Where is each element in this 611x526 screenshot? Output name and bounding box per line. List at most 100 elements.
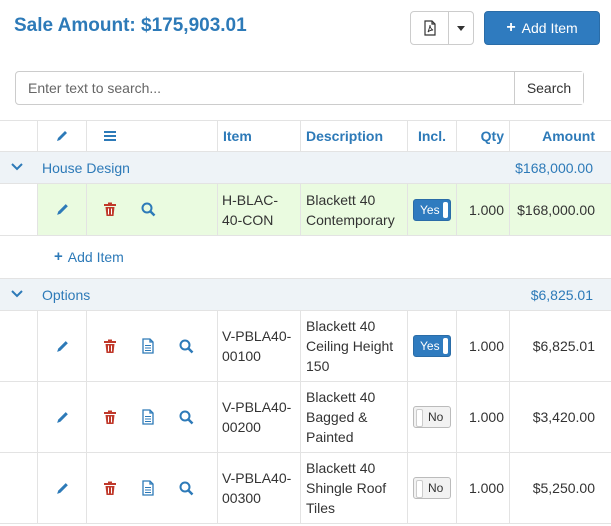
- edit-cell: [38, 184, 87, 235]
- description-cell: Blackett 40 Bagged & Painted: [301, 382, 408, 452]
- edit-pencil-icon[interactable]: [53, 408, 71, 426]
- item-code-line: V-PBLA40-: [222, 399, 292, 415]
- description-line: Blackett 40: [306, 191, 376, 208]
- group-amount: $168,000.00: [515, 160, 593, 176]
- amount-cell: $3,420.00: [532, 409, 595, 425]
- item-code-cell: V-PBLA40- 00300: [218, 453, 301, 523]
- magnifier-icon[interactable]: [139, 201, 157, 219]
- table-header-row: Item Description Incl. Qty Amount: [0, 120, 611, 152]
- pdf-export-button-group[interactable]: [410, 11, 474, 45]
- delete-trash-icon[interactable]: [101, 201, 119, 219]
- caret-down-icon: [457, 25, 465, 31]
- pdf-file-icon: [421, 19, 439, 37]
- description-cell: Blackett 40 Shingle Roof Tiles: [301, 453, 408, 523]
- incl-cell: Yes: [408, 311, 457, 381]
- group-row-options[interactable]: Options $6,825.01: [0, 279, 611, 311]
- description-line: Ceiling Height: [306, 338, 394, 354]
- group-name: House Design: [42, 160, 130, 176]
- menu-column-header: [87, 121, 218, 151]
- item-code-cell: V-PBLA40- 00100: [218, 311, 301, 381]
- magnifier-icon[interactable]: [177, 479, 195, 497]
- menu-lines-icon: [101, 127, 119, 145]
- include-toggle[interactable]: No: [413, 406, 451, 428]
- pdf-export-button[interactable]: [411, 12, 449, 44]
- amount-cell: $6,825.01: [532, 338, 595, 354]
- amount-cell: $5,250.00: [532, 480, 595, 496]
- actions-cell: [87, 382, 218, 452]
- export-dropdown-toggle[interactable]: [449, 12, 473, 44]
- description-line: 150: [306, 358, 330, 374]
- search-bar: Search: [15, 71, 584, 105]
- plus-icon: +: [506, 19, 516, 36]
- edit-cell: [38, 382, 87, 452]
- add-item-row: + Add Item: [0, 236, 611, 279]
- item-code-line: 00300: [222, 490, 261, 506]
- add-item-button[interactable]: + Add Item: [484, 11, 600, 45]
- incl-cell: Yes: [408, 184, 457, 235]
- chevron-down-icon[interactable]: [10, 287, 24, 304]
- column-header-amount[interactable]: Amount: [542, 128, 595, 144]
- description-line: Blackett 40: [306, 318, 376, 334]
- table-row[interactable]: V-PBLA40- 00100 Blackett 40 Ceiling Height…: [0, 311, 611, 382]
- table-row[interactable]: V-PBLA40- 00300 Blackett 40 Shingle Roof Ti…: [0, 453, 611, 524]
- item-code-line: V-PBLA40-: [222, 470, 292, 486]
- description-line: Blackett 40: [306, 389, 376, 405]
- group-amount: $6,825.01: [530, 287, 593, 303]
- add-item-button-label: Add Item: [521, 20, 578, 36]
- edit-cell: [38, 311, 87, 381]
- delete-trash-icon[interactable]: [101, 408, 119, 426]
- qty-cell: 1.000: [457, 382, 510, 452]
- edit-cell: [38, 453, 87, 523]
- row-spacer: [0, 453, 38, 523]
- edit-pencil-icon[interactable]: [53, 337, 71, 355]
- magnifier-icon[interactable]: [177, 408, 195, 426]
- row-spacer: [0, 311, 38, 381]
- actions-cell: [87, 184, 218, 235]
- description-line: Contemporary: [306, 211, 395, 228]
- edit-pencil-icon[interactable]: [53, 201, 71, 219]
- actions-cell: [87, 453, 218, 523]
- table-row[interactable]: V-PBLA40- 00200 Blackett 40 Bagged & Painte…: [0, 382, 611, 453]
- item-code-line: H-BLAC-: [222, 191, 279, 208]
- column-header-item[interactable]: Item: [218, 121, 301, 151]
- row-spacer: [0, 382, 38, 452]
- item-code-cell: H-BLAC- 40-CON: [218, 184, 301, 235]
- item-code-line: 00200: [222, 419, 261, 435]
- sale-amount-title: Sale Amount: $175,903.01: [14, 15, 247, 36]
- header-spacer: [0, 121, 38, 151]
- qty-cell: 1.000: [457, 311, 510, 381]
- edit-pencil-icon[interactable]: [53, 479, 71, 497]
- actions-cell: [87, 311, 218, 381]
- add-item-link[interactable]: + Add Item: [54, 248, 124, 265]
- group-row-house-design[interactable]: House Design $168,000.00: [0, 152, 611, 184]
- item-code-line: 40-CON: [222, 211, 274, 228]
- add-item-link-label: Add Item: [67, 248, 124, 265]
- table-row[interactable]: H-BLAC- 40-CON Blackett 40 Contemporary Ye…: [0, 184, 611, 236]
- document-icon[interactable]: [139, 408, 157, 426]
- description-line: Bagged &: [306, 409, 368, 425]
- description-line: Shingle Roof: [306, 480, 387, 496]
- include-toggle[interactable]: No: [413, 477, 451, 499]
- item-code-line: V-PBLA40-: [222, 328, 292, 344]
- search-input[interactable]: [16, 72, 514, 104]
- qty-cell: 1.000: [457, 453, 510, 523]
- plus-icon: +: [54, 248, 63, 265]
- column-header-incl[interactable]: Incl.: [408, 121, 457, 151]
- description-cell: Blackett 40 Ceiling Height 150: [301, 311, 408, 381]
- magnifier-icon[interactable]: [177, 337, 195, 355]
- delete-trash-icon[interactable]: [101, 337, 119, 355]
- search-button[interactable]: Search: [514, 72, 583, 104]
- edit-column-header: [38, 121, 87, 151]
- chevron-down-icon[interactable]: [10, 160, 24, 177]
- description-line: Tiles: [306, 500, 336, 516]
- document-icon[interactable]: [139, 479, 157, 497]
- delete-trash-icon[interactable]: [101, 479, 119, 497]
- description-line: Painted: [306, 429, 354, 445]
- column-header-description[interactable]: Description: [301, 121, 408, 151]
- item-code-line: 00100: [222, 348, 261, 364]
- column-header-qty[interactable]: Qty: [457, 121, 510, 151]
- incl-cell: No: [408, 453, 457, 523]
- document-icon[interactable]: [139, 337, 157, 355]
- include-toggle[interactable]: Yes: [413, 198, 451, 221]
- include-toggle[interactable]: Yes: [413, 335, 451, 357]
